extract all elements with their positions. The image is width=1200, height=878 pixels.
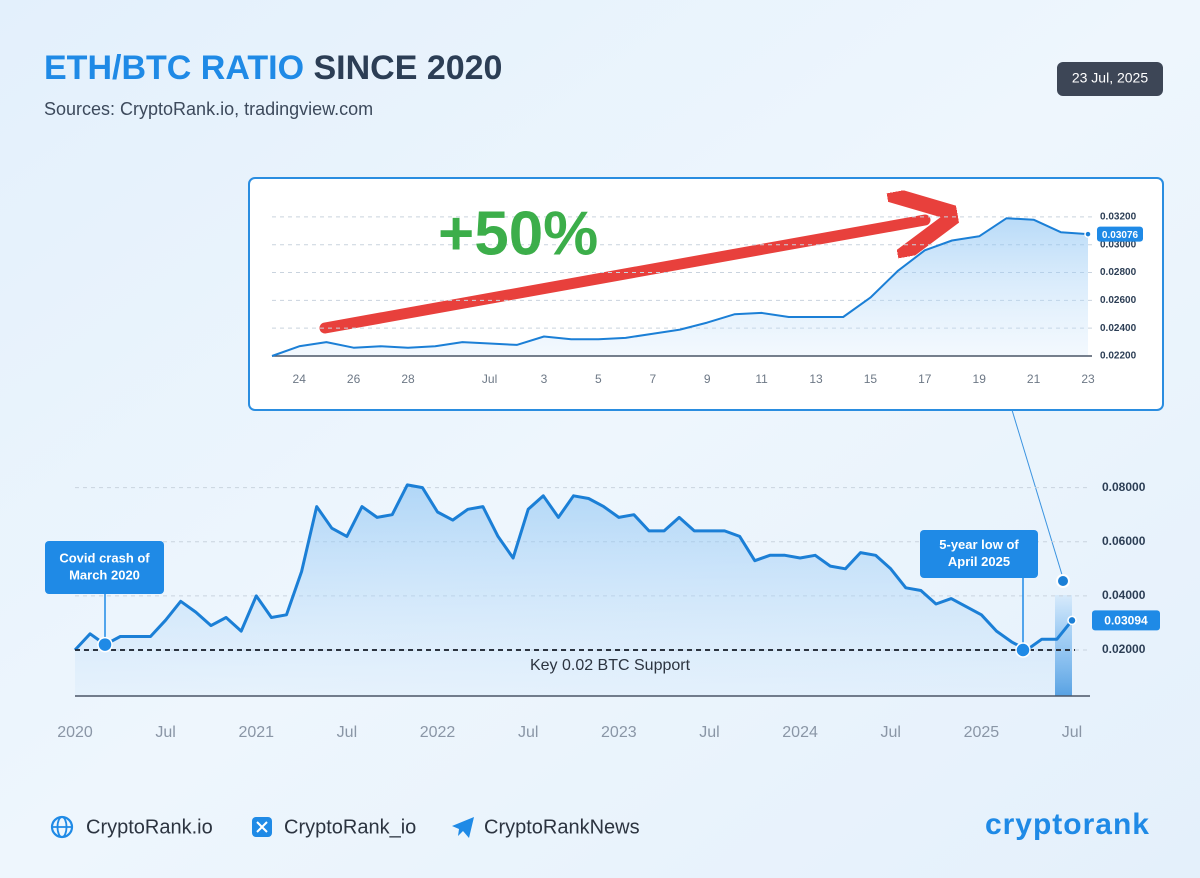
x-tick-label: Jul — [155, 724, 175, 741]
last-value-badge — [1092, 610, 1160, 631]
y-tick-label: 0.03000 — [1100, 239, 1137, 250]
last-value-label: 0.03076 — [1102, 230, 1139, 241]
footer: CryptoRank.io CryptoRank_io CryptoRankNews… — [50, 808, 1150, 841]
x-tick-label: 2020 — [57, 724, 93, 741]
x-tick-label: 2024 — [782, 724, 818, 741]
x-tick-label: 2022 — [420, 724, 456, 741]
x-tick-label: Jul — [1062, 724, 1082, 741]
y-tick-label: 0.03200 — [1100, 212, 1137, 223]
x-tick-label: 2023 — [601, 724, 637, 741]
footer-link: CryptoRank_io — [284, 816, 416, 838]
title-highlight: ETH/BTC RATIO — [44, 49, 304, 87]
date-badge — [1057, 62, 1163, 96]
annotation-box — [920, 530, 1038, 578]
x-tick-label: 9 — [704, 372, 711, 386]
y-tick-label: 0.02800 — [1100, 267, 1137, 278]
x-tick-label: 26 — [347, 372, 361, 386]
x-tick-label: 28 — [401, 372, 415, 386]
connector — [1011, 409, 1064, 579]
x-tick-label: 23 — [1081, 372, 1095, 386]
x-tick-label: 17 — [918, 372, 932, 386]
x-tick-label: Jul — [518, 724, 538, 741]
x-tick-label: 15 — [864, 372, 878, 386]
date: 23 Jul, 2025 — [1072, 70, 1148, 86]
x-tick-label: 5 — [595, 372, 602, 386]
x-tick-label: Jul — [699, 724, 719, 741]
x-tick-label: 11 — [755, 372, 768, 386]
annotation-text: March 2020 — [69, 567, 140, 582]
last-point — [1067, 615, 1077, 626]
title: ETH/BTC RATIO SINCE 2020 — [44, 49, 502, 87]
annotation-box — [45, 541, 164, 594]
x-tick-label: 2025 — [964, 724, 1000, 741]
x-tick-label: 24 — [293, 372, 307, 386]
area — [272, 218, 1088, 356]
last-point — [1084, 230, 1092, 238]
y-tick-label: 0.06000 — [1102, 534, 1146, 548]
y-tick-label: 0.04000 — [1102, 588, 1146, 602]
subtitle: Sources: CryptoRank.io, tradingview.com — [44, 99, 373, 119]
x-tick-label: Jul — [337, 724, 357, 741]
y-tick-label: 0.08000 — [1102, 480, 1146, 494]
line — [73, 483, 1074, 652]
x-tick-label: 7 — [649, 372, 656, 386]
x-tick-label: Jul — [881, 724, 901, 741]
annotation-text: 5-year low of — [939, 537, 1019, 552]
title-rest: SINCE 2020 — [313, 49, 502, 87]
trend-arrow — [319, 220, 925, 334]
x-icon-mark — [256, 821, 268, 833]
annotation-text: Covid crash of — [59, 550, 150, 565]
footer-link: CryptoRankNews — [484, 816, 640, 838]
line — [271, 217, 1089, 357]
y-tick-label: 0.02200 — [1100, 351, 1137, 362]
x-tick-label: 2021 — [238, 724, 274, 741]
x-tick-label: 19 — [973, 372, 987, 386]
y-tick-label: 0.02600 — [1100, 295, 1137, 306]
connector-dot — [1056, 574, 1070, 588]
gain-label: +50% — [438, 199, 598, 268]
area — [75, 484, 1072, 696]
annotation-point — [1015, 642, 1031, 658]
logo: cryptorank — [985, 808, 1150, 841]
annotation-point — [97, 636, 113, 653]
telegram-icon — [452, 817, 474, 838]
footer-link: CryptoRank.io — [86, 816, 213, 838]
y-tick-label: 0.02400 — [1100, 323, 1137, 334]
reference-label: Key 0.02 BTC Support — [530, 657, 691, 674]
x-tick-label: 21 — [1027, 372, 1041, 386]
last-value-badge — [1097, 226, 1143, 242]
x-tick-label: 3 — [541, 372, 548, 386]
x-tick-label: 13 — [809, 372, 823, 386]
last-value-label: 0.03094 — [1104, 614, 1148, 628]
y-tick-label: 0.02000 — [1102, 642, 1146, 656]
annotation-text: April 2025 — [948, 554, 1010, 569]
x-tick-label: Jul — [482, 372, 497, 386]
